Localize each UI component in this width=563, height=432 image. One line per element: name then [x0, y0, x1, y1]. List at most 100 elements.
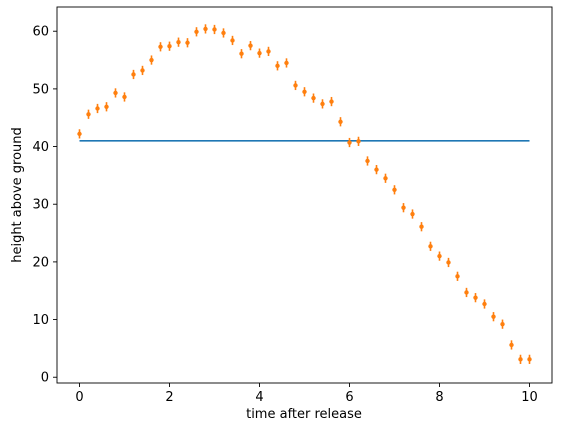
data-point: [122, 92, 127, 102]
data-point: [500, 319, 505, 329]
data-point: [239, 49, 244, 59]
y-tick-label: 30: [32, 198, 49, 213]
y-tick-label: 20: [32, 255, 49, 270]
data-point: [212, 24, 217, 35]
x-tick-label: 4: [255, 390, 263, 405]
x-axis: 0 2 4 6 8 10: [75, 383, 538, 405]
data-marker: [176, 39, 181, 45]
data-marker: [77, 131, 82, 137]
data-marker: [311, 95, 316, 101]
data-marker: [419, 224, 424, 229]
y-axis-label: height above ground: [10, 127, 25, 263]
data-point: [491, 312, 496, 322]
data-marker: [230, 38, 235, 43]
data-marker: [518, 357, 523, 362]
data-point: [275, 61, 280, 71]
data-marker: [203, 26, 208, 32]
data-marker: [113, 90, 118, 96]
plot-frame: [56, 6, 553, 384]
data-marker: [365, 158, 370, 164]
data-marker: [320, 101, 325, 107]
data-marker: [239, 51, 244, 56]
data-point: [347, 137, 352, 148]
data-marker: [158, 44, 163, 49]
data-marker: [428, 244, 433, 249]
data-marker: [392, 187, 397, 193]
data-marker: [338, 119, 343, 124]
data-point: [374, 165, 379, 175]
data-point: [383, 173, 388, 183]
y-tick-label: 40: [32, 140, 49, 155]
data-marker: [212, 27, 217, 32]
data-marker: [257, 50, 262, 56]
data-point: [401, 203, 406, 213]
data-point: [86, 109, 91, 119]
y-tick-label: 10: [32, 313, 49, 328]
data-marker: [149, 57, 154, 63]
data-point: [113, 88, 118, 98]
data-marker: [122, 94, 127, 100]
data-point: [428, 241, 433, 251]
data-marker: [437, 253, 442, 259]
data-marker: [473, 295, 478, 300]
data-marker: [383, 176, 388, 181]
x-tick-label: 6: [345, 390, 353, 405]
data-marker: [509, 342, 514, 348]
data-point: [104, 102, 109, 112]
data-point: [410, 209, 415, 219]
data-marker: [293, 83, 298, 88]
data-point: [194, 27, 199, 37]
data-point: [248, 41, 253, 51]
data-marker: [194, 29, 199, 34]
data-point: [185, 38, 190, 48]
data-marker: [275, 63, 280, 69]
data-point: [311, 93, 316, 103]
data-marker: [527, 357, 532, 362]
data-point: [230, 35, 235, 46]
data-marker: [491, 314, 496, 319]
data-point: [149, 55, 154, 65]
data-point: [167, 41, 172, 51]
data-point: [473, 293, 478, 303]
data-marker: [401, 205, 406, 210]
data-point: [482, 299, 487, 309]
data-marker: [464, 290, 469, 295]
data-marker: [302, 89, 307, 94]
data-marker: [104, 104, 109, 109]
y-tick-label: 60: [32, 25, 49, 40]
y-tick-label: 50: [32, 82, 49, 97]
data-point: [95, 103, 100, 114]
data-point: [257, 48, 262, 58]
data-marker: [446, 260, 451, 265]
data-point: [356, 136, 361, 146]
data-point: [464, 287, 469, 298]
data-point: [437, 251, 442, 261]
data-point: [158, 42, 163, 52]
data-point: [419, 222, 424, 232]
data-point: [221, 28, 226, 38]
data-marker: [86, 112, 91, 117]
x-tick-label: 0: [75, 390, 83, 405]
data-point: [518, 354, 523, 364]
data-marker: [482, 301, 487, 307]
data-marker: [167, 44, 172, 49]
data-point: [77, 129, 82, 139]
data-point: [302, 87, 307, 97]
data-marker: [140, 68, 145, 73]
data-marker: [356, 139, 361, 144]
data-point: [365, 156, 370, 166]
data-marker: [284, 60, 289, 66]
data-point: [527, 354, 532, 364]
y-tick-label: 0: [41, 371, 49, 386]
data-marker: [410, 211, 415, 217]
data-point: [446, 257, 451, 268]
x-tick-label: 8: [435, 390, 443, 405]
data-point: [320, 99, 325, 109]
chart-marks: [77, 24, 532, 364]
data-marker: [347, 140, 352, 145]
data-point: [338, 117, 343, 127]
data-marker: [500, 321, 505, 327]
data-point: [176, 37, 181, 47]
data-point: [455, 271, 460, 281]
